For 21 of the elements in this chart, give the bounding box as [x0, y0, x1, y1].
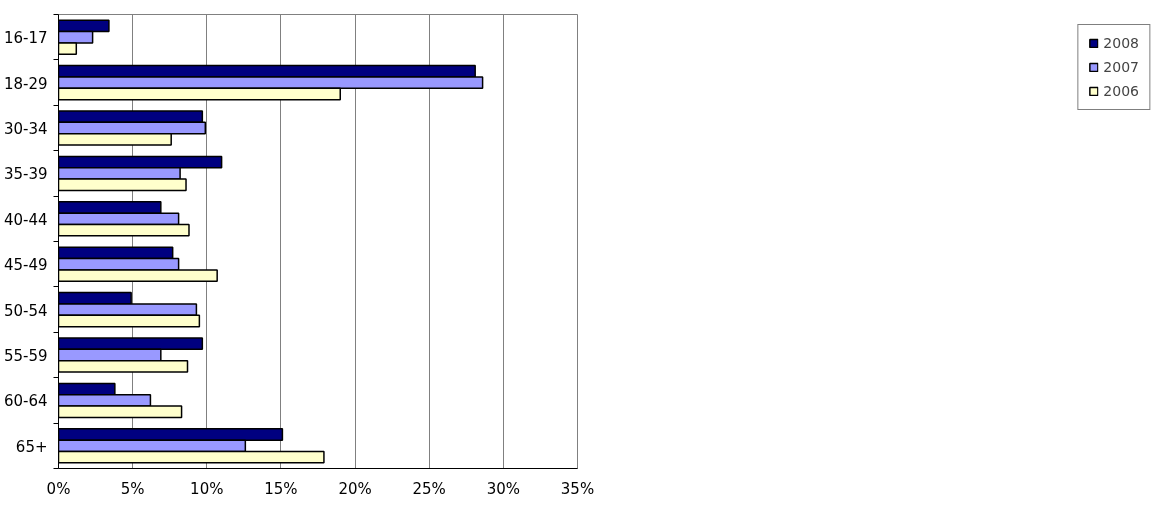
legend-label: 2008: [1103, 35, 1139, 51]
y-tick-label: 45-49: [3, 256, 48, 275]
x-tick-label: 10%: [190, 479, 224, 498]
x-tick-label: 15%: [264, 479, 298, 498]
legend-label: 2007: [1103, 59, 1139, 75]
x-tick-label: 35%: [560, 479, 595, 498]
y-tick-label: 55-59: [3, 347, 48, 365]
y-tick-label: 40-44: [3, 210, 48, 229]
y-tick-label: 50-54: [3, 301, 48, 320]
x-tick-label: 30%: [486, 479, 521, 498]
y-tick-label: 60-64: [3, 392, 48, 411]
x-tick-label: 5%: [120, 479, 145, 498]
y-tick-label: 30-34: [3, 120, 48, 138]
y-tick-label: 18-29: [3, 74, 48, 93]
y-tick-label: 35-39: [3, 165, 48, 184]
x-tick-label: 25%: [412, 479, 446, 498]
x-tick-label: 20%: [338, 479, 372, 498]
legend-label: 2006: [1103, 83, 1139, 99]
y-tick-label: 16-17: [3, 29, 48, 48]
y-tick-label: 65+: [15, 437, 48, 456]
x-tick-label: 0%: [46, 479, 71, 498]
